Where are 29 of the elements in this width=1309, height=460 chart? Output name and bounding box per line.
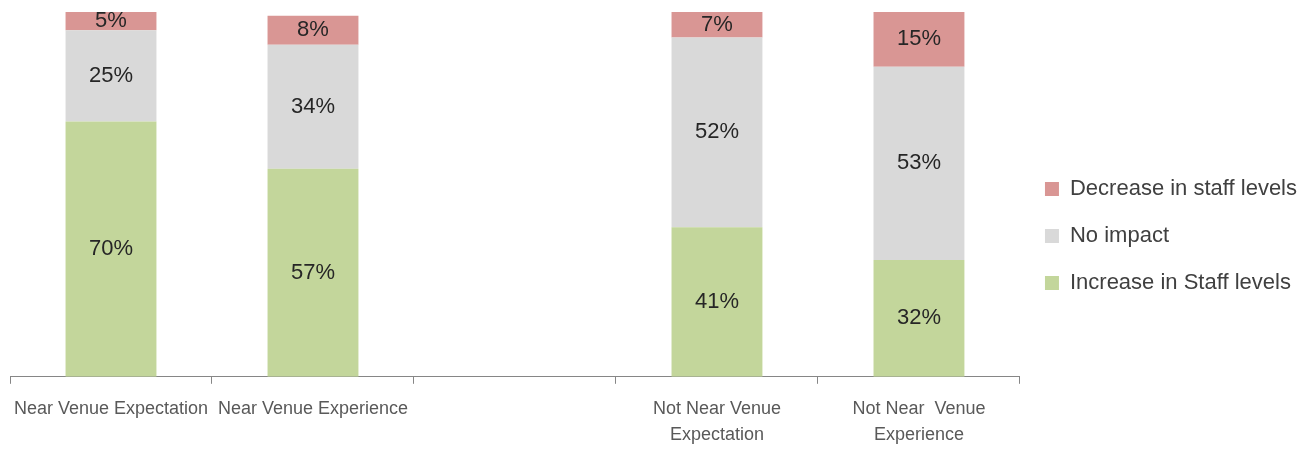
legend-label: No impact [1069, 222, 1170, 248]
x-tick-label: Near Venue Expectation [13, 397, 209, 418]
bar [873, 12, 965, 67]
data-label: 7% [701, 10, 733, 36]
data-label: 53% [896, 149, 941, 175]
bar [267, 168, 359, 377]
bar [671, 227, 763, 377]
x-tick-label: Not Near Venue Experience [852, 397, 986, 444]
data-label: 41% [694, 288, 739, 314]
data-label: 57% [290, 258, 336, 284]
data-label: 8% [297, 16, 329, 42]
data-label: 5% [95, 7, 127, 33]
data-label: 15% [896, 25, 941, 51]
data-label: 32% [896, 304, 941, 330]
bar [671, 12, 763, 38]
bar [873, 66, 965, 261]
bar [65, 30, 157, 122]
data-label: 52% [694, 118, 739, 144]
legend-label: Increase in Staff levels [1069, 269, 1291, 295]
bar [671, 37, 763, 228]
data-label: 34% [290, 92, 336, 118]
data-label: 25% [88, 61, 134, 87]
bar [65, 121, 157, 377]
bar [267, 44, 359, 169]
data-label: 70% [88, 235, 134, 261]
x-tick-label: Not Near Venue Expectation [652, 397, 782, 444]
bar [873, 260, 965, 377]
legend-label: Decrease in staff levels [1069, 175, 1298, 201]
x-tick-label: Near Venue Experience [217, 397, 409, 418]
